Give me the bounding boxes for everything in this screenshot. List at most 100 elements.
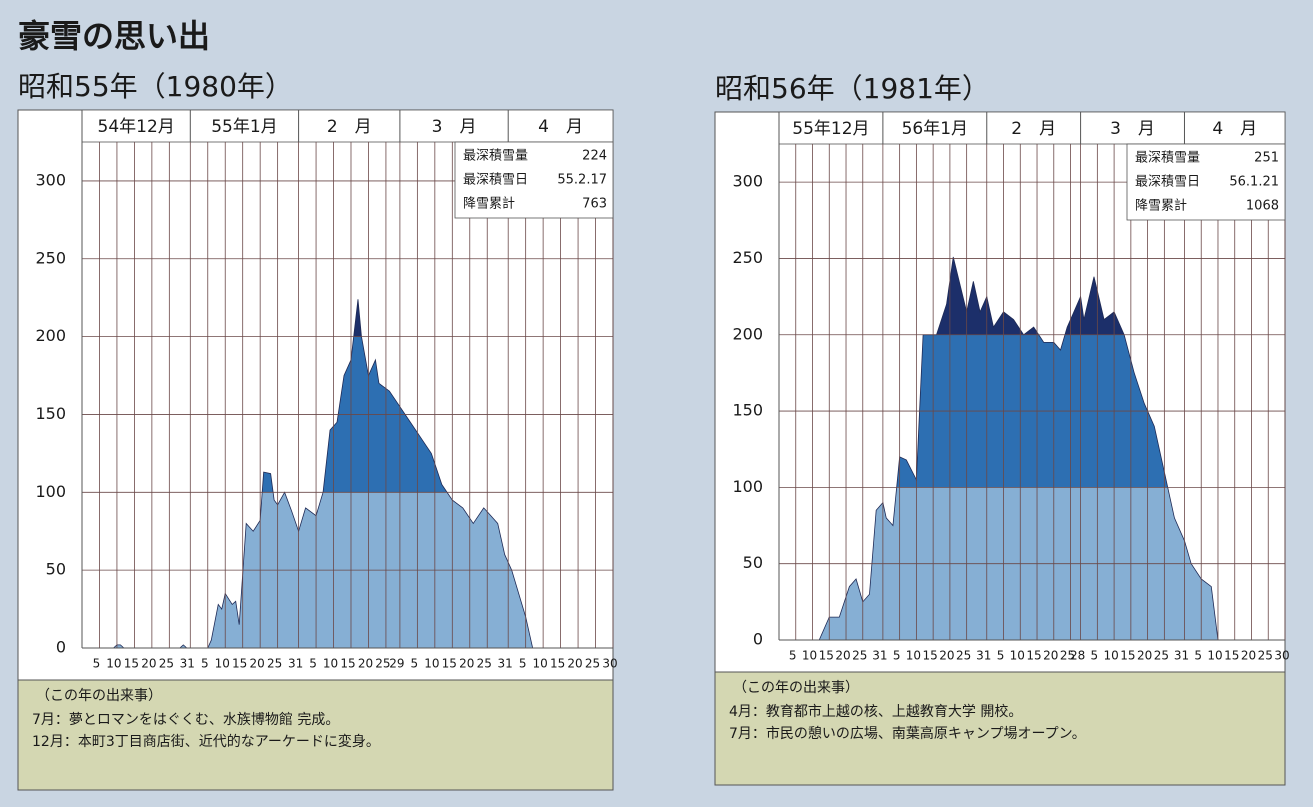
x-tick-label: 10 — [106, 657, 121, 671]
x-tick-label: 15 — [819, 649, 834, 663]
x-tick-label: 5 — [789, 649, 797, 663]
page-title: 豪雪の思い出 — [18, 17, 210, 55]
x-tick-label: 20 — [141, 657, 156, 671]
x-tick-label: 31 — [1174, 649, 1189, 663]
x-tick-label: 28 — [1070, 649, 1085, 663]
x-tick-label: 20 — [939, 649, 954, 663]
x-tick-label: 10 — [323, 657, 338, 671]
y-tick-label: 200 — [35, 326, 66, 345]
x-tick-label: 20 — [358, 657, 373, 671]
snow-band — [923, 256, 1125, 335]
x-tick-label: 5 — [1194, 649, 1202, 663]
chart-subtitle: 昭和56年（1981年） — [715, 72, 990, 105]
x-tick-label: 5 — [893, 649, 901, 663]
x-tick-label: 20 — [1241, 649, 1256, 663]
stat-value: 251 — [1254, 151, 1279, 166]
y-tick-label: 100 — [35, 482, 66, 501]
month-label: 2 月 — [1011, 119, 1056, 139]
x-tick-label: 15 — [923, 649, 938, 663]
y-tick-label: 50 — [46, 560, 66, 579]
month-label: 56年1月 — [902, 119, 968, 139]
x-tick-label: 15 — [340, 657, 355, 671]
x-tick-label: 31 — [288, 657, 303, 671]
x-tick-label: 29 — [389, 657, 404, 671]
x-tick-label: 10 — [802, 649, 817, 663]
stat-label: 最深積雪日 — [1135, 175, 1200, 190]
x-tick-label: 10 — [1103, 649, 1118, 663]
x-tick-label: 20 — [1043, 649, 1058, 663]
events-box — [714, 671, 1286, 786]
x-tick-label: 10 — [215, 657, 230, 671]
x-tick-label: 5 — [997, 649, 1005, 663]
header-row — [778, 111, 1286, 145]
stats-box — [454, 141, 614, 219]
x-tick-label: 20 — [459, 657, 474, 671]
x-tick-label: 25 — [1258, 649, 1273, 663]
x-tick-label: 20 — [835, 649, 850, 663]
snow-band — [353, 299, 362, 337]
x-tick-label: 31 — [498, 657, 513, 671]
x-tick-label: 25 — [585, 657, 600, 671]
x-tick-label: 10 — [1010, 649, 1025, 663]
x-tick-label: 31 — [976, 649, 991, 663]
x-tick-label: 5 — [1091, 649, 1099, 663]
x-tick-label: 25 — [1154, 649, 1169, 663]
x-tick-label: 10 — [532, 657, 547, 671]
x-tick-label: 15 — [232, 657, 247, 671]
month-label: 4 月 — [1212, 119, 1257, 139]
stat-label: 最深積雪量 — [1135, 151, 1200, 166]
x-tick-label: 5 — [519, 657, 527, 671]
snow-band — [262, 299, 448, 493]
y-tick-label: 300 — [732, 172, 763, 191]
x-tick-label: 15 — [442, 657, 457, 671]
x-tick-label: 25 — [159, 657, 174, 671]
x-tick-label: 20 — [250, 657, 265, 671]
stat-value: 55.2.17 — [557, 173, 607, 188]
month-label: 55年1月 — [211, 117, 277, 137]
stat-label: 降雪累計 — [1135, 198, 1187, 214]
header-row — [81, 109, 614, 143]
x-tick-label: 20 — [1137, 649, 1152, 663]
x-tick-label: 15 — [1120, 649, 1135, 663]
x-tick-label: 30 — [1274, 649, 1289, 663]
x-tick-label: 31 — [872, 649, 887, 663]
stat-label: 降雪累計 — [463, 196, 515, 212]
y-tick-label: 100 — [732, 477, 763, 496]
month-label: 54年12月 — [98, 117, 175, 137]
x-tick-label: 25 — [852, 649, 867, 663]
stats-box — [1126, 143, 1286, 221]
y-tick-label: 250 — [35, 248, 66, 267]
x-tick-label: 20 — [567, 657, 582, 671]
stat-value: 56.1.21 — [1229, 175, 1279, 190]
y-tick-label: 250 — [732, 248, 763, 267]
x-tick-label: 25 — [1060, 649, 1075, 663]
stat-label: 最深積雪量 — [463, 149, 528, 164]
events-box — [17, 679, 614, 791]
stat-value: 763 — [582, 197, 607, 212]
events-heading: （この年の出来事） — [36, 688, 162, 704]
x-tick-label: 25 — [477, 657, 492, 671]
x-tick-label: 5 — [93, 657, 101, 671]
event-line: 4月：教育都市上越の核、上越教育大学 開校。 — [729, 703, 1022, 720]
stat-value: 1068 — [1246, 199, 1279, 214]
month-label: 55年12月 — [792, 119, 869, 139]
stat-label: 最深積雪日 — [463, 173, 528, 188]
x-tick-label: 5 — [309, 657, 317, 671]
month-label: 3 月 — [432, 117, 477, 137]
event-line: 7月：夢とロマンをはぐくむ、水族博物館 完成。 — [32, 711, 339, 728]
event-line: 7月：市民の憩いの広場、南葉高原キャンプ場オープン。 — [729, 725, 1086, 742]
y-tick-label: 150 — [732, 401, 763, 420]
x-tick-label: 10 — [1207, 649, 1222, 663]
x-tick-label: 10 — [906, 649, 921, 663]
x-tick-label: 15 — [124, 657, 139, 671]
x-tick-label: 15 — [1224, 649, 1239, 663]
event-line: 12月：本町3丁目商店街、近代的なアーケードに変身。 — [32, 733, 380, 750]
x-tick-label: 15 — [1026, 649, 1041, 663]
stat-value: 224 — [582, 149, 607, 164]
snow-area — [85, 299, 533, 648]
events-heading: （この年の出来事） — [733, 680, 859, 696]
x-tick-label: 30 — [602, 657, 617, 671]
y-tick-label: 200 — [732, 324, 763, 343]
